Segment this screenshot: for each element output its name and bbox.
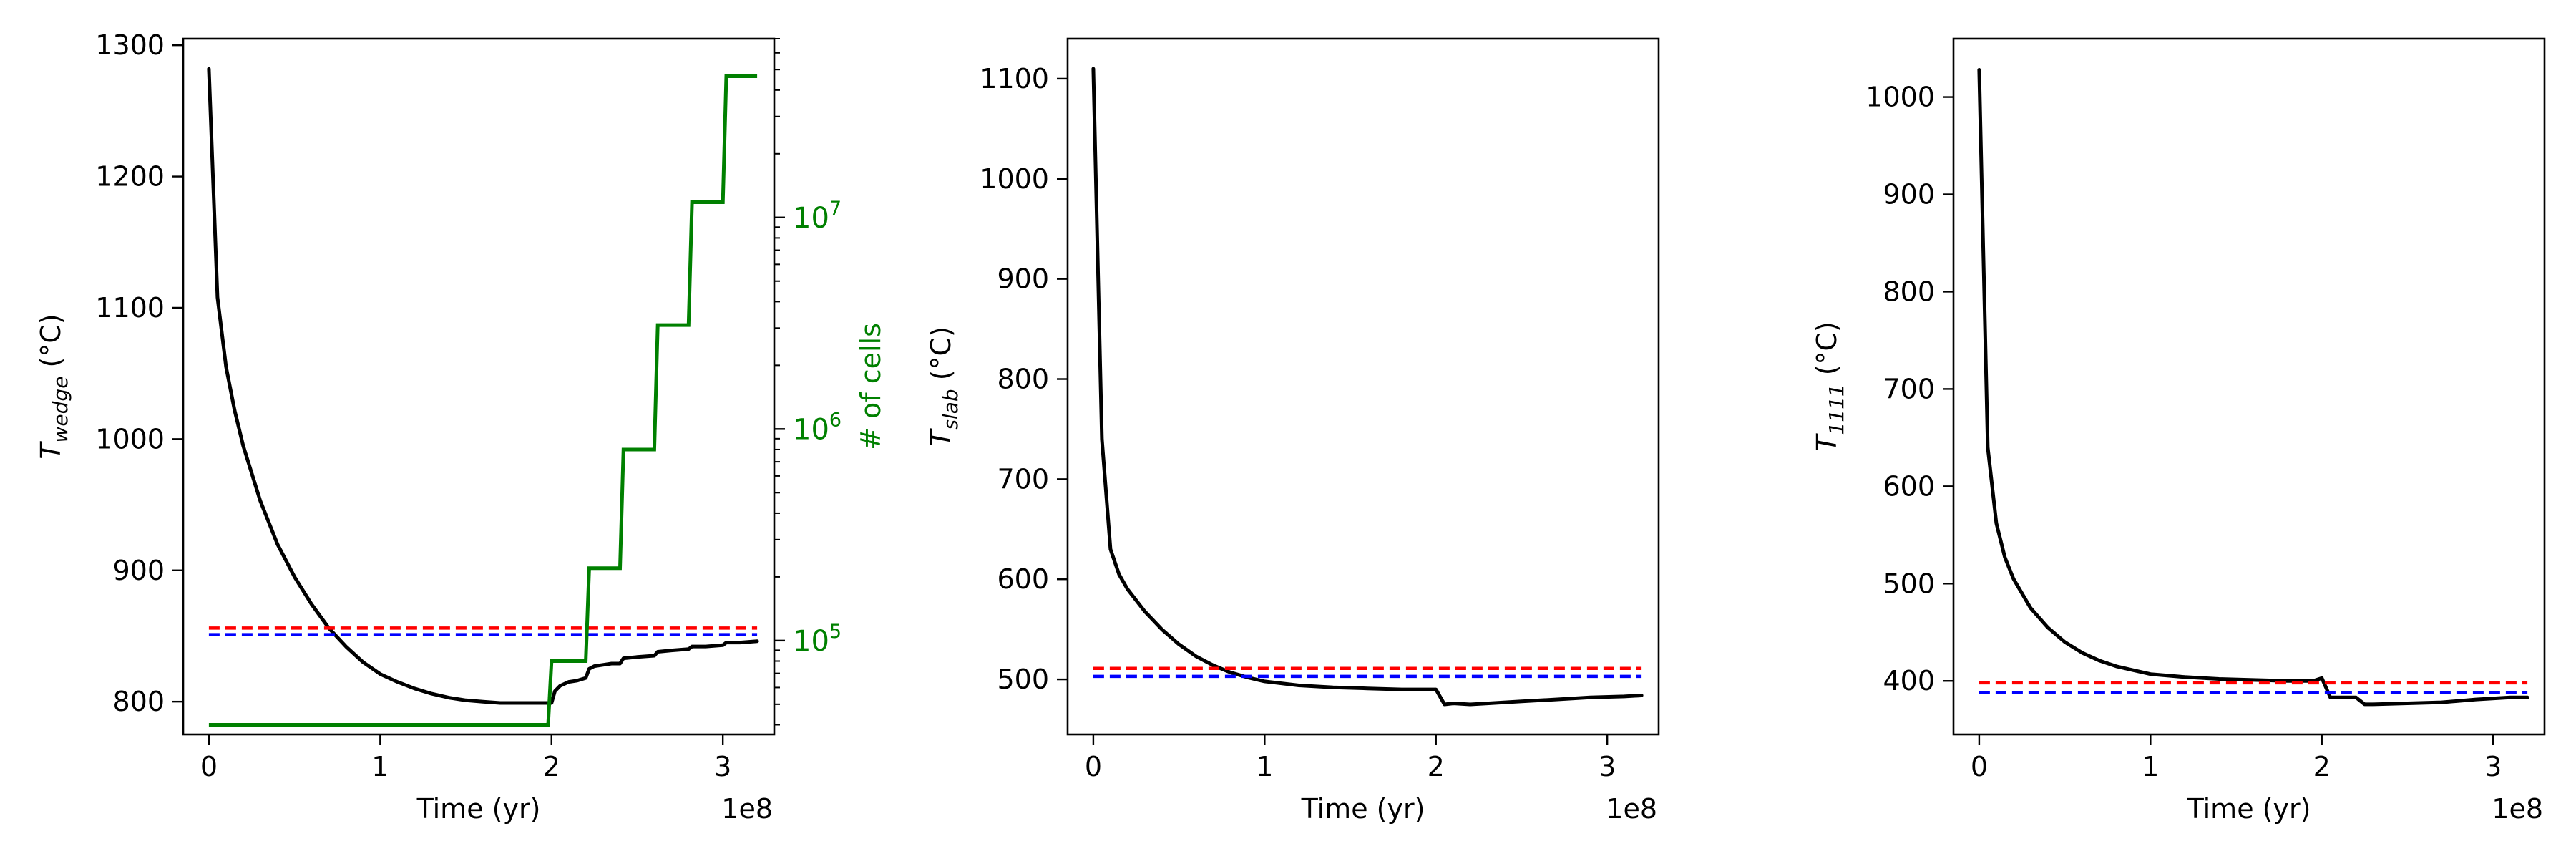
chart-panel-slab: 0 1 2 3 500 600 700 800 900 1000 1100 Time (yr) 1e…: [925, 37, 1660, 825]
y-tick-label: 900: [997, 263, 1049, 295]
series-temperature-line-1111: [1977, 68, 2529, 707]
axes-frame-slab: [1066, 37, 1660, 736]
x-tick-label: 1: [2142, 751, 2159, 782]
y-tick-label: 600: [997, 563, 1049, 595]
y-tick-label: 1000: [980, 163, 1049, 195]
y2-tick-label: 105: [793, 621, 841, 658]
x-tick-label: 2: [1428, 751, 1445, 782]
y-tick-label: 1300: [95, 29, 165, 61]
x-tick-label: 0: [200, 751, 218, 782]
ticks-slab: 0 1 2 3 500 600 700 800 900 1000 1100: [980, 63, 1616, 782]
y-tick-label: 500: [997, 664, 1049, 695]
x-tick-label: 0: [1971, 751, 1988, 782]
series-temperature-line-wedge: [207, 67, 759, 705]
y-tick-label: 900: [1883, 179, 1935, 210]
y-tick-label: 500: [1883, 568, 1935, 599]
y-axis-label-wedge: Twedge (°C): [35, 314, 72, 459]
y-label-unit-wedge: (°C): [35, 314, 67, 376]
chart-panel-wedge: 0 1 2 3 800 900 1000 1100 1200 1300 Time (yr) 1e8…: [35, 29, 887, 825]
x-tick-label: 1: [1256, 751, 1273, 782]
y2-tick-label: 106: [793, 409, 841, 446]
x-axis-label-1111: Time (yr): [2187, 793, 2311, 825]
axes-frame-wedge: [182, 37, 776, 736]
x-tick-label: 0: [1085, 751, 1102, 782]
y-tick-label: 800: [112, 686, 165, 717]
y-axis-label-1111: T1111 (°C): [1811, 321, 1848, 452]
y-label-main-slab: T: [925, 428, 957, 447]
y-axis-label-slab: Tslab (°C): [925, 326, 962, 447]
y-tick-label: 1000: [95, 423, 165, 455]
x-tick-label: 2: [2313, 751, 2331, 782]
axes-frame-1111: [1952, 37, 2546, 736]
y-tick-label: 800: [997, 364, 1049, 395]
ticks-1111: 0 1 2 3 400 500 600 700 800 900 1000: [1865, 82, 2502, 782]
y-label-unit-1111: (°C): [1811, 321, 1843, 384]
plot-layer-slab: [1091, 67, 1644, 707]
y-label-sub-wedge: wedge: [49, 377, 72, 443]
y-tick-label: 400: [1883, 665, 1935, 697]
y-label-sub-1111: 1111: [1825, 384, 1848, 435]
x-tick-label: 2: [543, 751, 560, 782]
x-tick-label: 1: [371, 751, 389, 782]
y-tick-label: 700: [997, 463, 1049, 495]
x-tick-label: 3: [2484, 751, 2502, 782]
chart-panel-1111: 0 1 2 3 400 500 600 700 800 900 1000 Time (yr) 1e8…: [1811, 37, 2546, 825]
y-tick-label: 1100: [95, 292, 165, 324]
y-label-unit-slab: (°C): [925, 326, 957, 389]
x-axis-label-wedge: Time (yr): [416, 793, 541, 825]
plot-layer-1111: [1977, 68, 2529, 707]
x-axis-multiplier-wedge: 1e8: [721, 793, 773, 825]
ticks-wedge: 0 1 2 3 800 900 1000 1100 1200 1300: [95, 29, 731, 782]
y-tick-label: 600: [1883, 470, 1935, 502]
series-temperature-line-slab: [1091, 67, 1644, 707]
x-axis-label-slab: Time (yr): [1301, 793, 1425, 825]
y-tick-label: 700: [1883, 373, 1935, 404]
x-axis-multiplier-1111: 1e8: [2492, 793, 2543, 825]
y-tick-label: 1100: [980, 63, 1049, 94]
y-tick-label: 1200: [95, 161, 165, 193]
y-label-main-wedge: T: [35, 441, 67, 460]
plot-layer-wedge: [207, 67, 759, 727]
y2-axis-label-cells: # of cells: [855, 323, 887, 450]
y-tick-label: 900: [112, 555, 165, 586]
y-label-sub-slab: slab: [939, 389, 962, 430]
x-axis-multiplier-slab: 1e8: [1606, 793, 1657, 825]
series-cells-line: [208, 74, 758, 727]
right-ticks-wedge: 105 106 107: [774, 38, 841, 726]
x-tick-label: 3: [714, 751, 731, 782]
x-tick-label: 3: [1599, 751, 1616, 782]
y-tick-label: 800: [1883, 276, 1935, 307]
y-label-main-1111: T: [1811, 433, 1843, 452]
y2-tick-label: 107: [793, 198, 841, 235]
y-tick-label: 1000: [1865, 82, 1935, 113]
